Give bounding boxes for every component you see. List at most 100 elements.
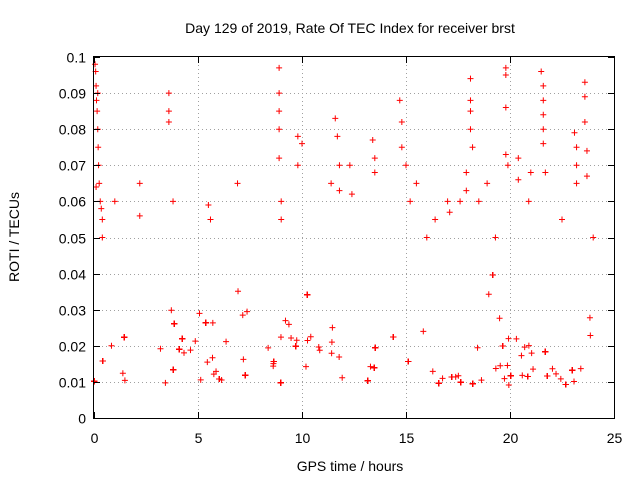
data-point	[270, 358, 277, 365]
data-point	[475, 198, 482, 205]
data-point	[207, 216, 214, 223]
data-point	[577, 365, 584, 372]
x-tick-label: 10	[295, 430, 311, 446]
data-point	[244, 308, 251, 315]
data-point	[405, 358, 412, 365]
data-point	[398, 118, 405, 125]
data-point	[540, 97, 547, 104]
data-point	[515, 155, 522, 162]
data-point	[98, 205, 105, 212]
data-point	[489, 272, 496, 279]
data-point	[557, 375, 564, 382]
data-point	[108, 342, 115, 349]
data-point	[292, 343, 299, 350]
data-point	[544, 373, 551, 380]
data-point	[92, 61, 99, 68]
data-point	[581, 93, 588, 100]
data-point	[235, 288, 242, 295]
x-tick-label: 20	[503, 430, 519, 446]
data-point	[276, 90, 283, 97]
data-point	[285, 321, 292, 328]
data-point	[448, 373, 455, 380]
data-point	[463, 169, 470, 176]
data-point	[136, 180, 143, 187]
data-point	[294, 162, 301, 169]
data-point	[519, 372, 526, 379]
data-point	[413, 180, 420, 187]
data-point	[192, 338, 199, 345]
data-point	[420, 328, 427, 335]
data-point	[502, 64, 509, 71]
data-point	[204, 359, 211, 366]
data-point	[540, 126, 547, 133]
data-point	[346, 162, 353, 169]
data-point	[181, 349, 188, 356]
data-point	[270, 363, 277, 370]
data-point	[571, 129, 578, 136]
data-point	[542, 348, 549, 355]
x-tick-label: 25	[607, 430, 623, 446]
data-point	[276, 126, 283, 133]
data-point	[398, 144, 405, 151]
data-point	[530, 366, 537, 373]
data-point	[334, 133, 341, 140]
data-point	[562, 381, 569, 388]
data-point	[205, 202, 212, 209]
data-point	[469, 144, 476, 151]
data-point	[444, 198, 451, 205]
data-point	[187, 347, 194, 354]
data-point	[99, 358, 106, 365]
y-tick-label: 0.07	[59, 158, 86, 174]
data-point	[371, 169, 378, 176]
data-point	[91, 378, 98, 385]
data-point	[276, 64, 283, 71]
data-point	[502, 151, 509, 158]
y-tick-label: 0.03	[59, 303, 86, 319]
data-point	[304, 291, 311, 298]
data-point	[502, 72, 509, 79]
data-point	[282, 317, 289, 324]
data-point	[525, 198, 532, 205]
data-point	[93, 97, 100, 104]
data-point	[469, 380, 476, 387]
data-point	[304, 337, 311, 344]
data-point	[513, 335, 520, 342]
data-point	[223, 338, 230, 345]
y-tick-label: 0.09	[59, 86, 86, 102]
data-point	[170, 198, 177, 205]
chart-title: Day 129 of 2019, Rate Of TEC Index for r…	[185, 20, 515, 36]
data-point	[457, 198, 464, 205]
data-point	[332, 115, 339, 122]
data-point	[210, 371, 217, 378]
data-point	[586, 314, 593, 321]
data-point	[581, 79, 588, 86]
data-point	[364, 377, 371, 384]
data-point	[162, 379, 169, 386]
data-point	[136, 212, 143, 219]
data-point	[294, 133, 301, 140]
data-point	[157, 345, 164, 352]
data-point	[315, 343, 322, 350]
data-point	[307, 333, 314, 340]
data-point	[197, 376, 204, 383]
data-point	[176, 346, 183, 353]
data-point	[278, 198, 285, 205]
grid-layer	[94, 57, 614, 418]
data-point	[501, 375, 508, 382]
data-point	[478, 377, 485, 384]
data-point	[93, 183, 100, 190]
data-point	[432, 216, 439, 223]
data-point	[540, 111, 547, 118]
y-tick-label: 0	[78, 411, 86, 427]
data-point	[573, 162, 580, 169]
y-tick-label: 0.04	[59, 267, 86, 283]
data-point	[497, 362, 504, 369]
data-point	[528, 350, 535, 357]
data-point	[299, 140, 305, 147]
x-axis-label: GPS time / hours	[297, 458, 404, 474]
data-point	[348, 191, 355, 198]
data-point	[336, 354, 343, 361]
data-point	[265, 344, 272, 351]
data-point	[372, 344, 379, 351]
data-point	[446, 209, 453, 216]
